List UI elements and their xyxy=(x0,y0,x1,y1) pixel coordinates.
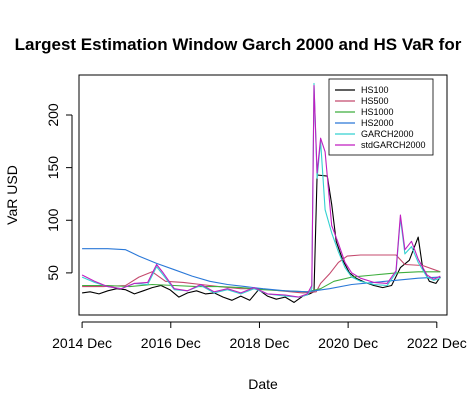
y-axis: 50 100 150 200 xyxy=(45,103,73,281)
legend-box xyxy=(328,78,434,156)
legend-label: GARCH2000 xyxy=(361,129,414,139)
x-axis-label: Date xyxy=(248,376,278,392)
series-line-stdgarch2000 xyxy=(81,84,441,298)
x-tick-label: 2016 Dec xyxy=(141,335,201,351)
legend-label: stdGARCH2000 xyxy=(361,140,426,150)
series-line-hs500 xyxy=(82,254,441,294)
legend-label: HS500 xyxy=(361,96,389,106)
series-lines xyxy=(81,82,441,303)
y-tick-label: 150 xyxy=(45,156,61,180)
chart-title: Largest Estimation Window Garch 2000 and… xyxy=(15,35,462,54)
x-tick-label: 2020 Dec xyxy=(318,335,378,351)
y-axis-label: VaR USD xyxy=(4,165,20,225)
legend-label: HS2000 xyxy=(361,118,394,128)
legend-label: HS100 xyxy=(361,85,389,95)
plot-frame xyxy=(78,74,448,316)
y-tick-label: 50 xyxy=(45,265,61,281)
series-line-hs100 xyxy=(82,174,441,303)
x-axis: 2014 Dec 2016 Dec 2018 Dec 2020 Dec 2022 Dec xyxy=(52,321,467,351)
legend: HS100HS500HS1000HS2000GARCH2000stdGARCH2… xyxy=(328,78,434,156)
x-tick-label: 2014 Dec xyxy=(52,335,112,351)
legend-label: HS1000 xyxy=(361,107,394,117)
x-tick-label: 2022 Dec xyxy=(407,335,467,351)
y-tick-label: 100 xyxy=(45,208,61,232)
y-tick-label: 200 xyxy=(45,103,61,127)
x-tick-label: 2018 Dec xyxy=(229,335,289,351)
